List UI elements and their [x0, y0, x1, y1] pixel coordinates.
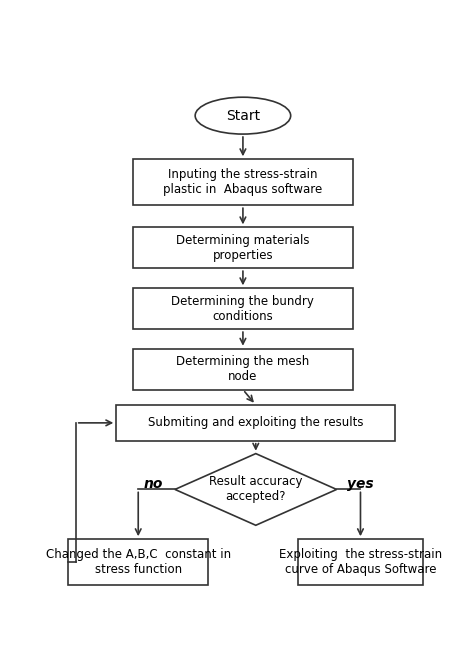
Bar	[133, 159, 353, 205]
Text: yes: yes	[347, 477, 374, 491]
Text: Submiting and exploiting the results: Submiting and exploiting the results	[148, 416, 364, 430]
Bar	[298, 539, 423, 585]
Bar	[133, 227, 353, 268]
Text: Result accuracy
accepted?: Result accuracy accepted?	[209, 475, 302, 503]
Text: Exploiting  the stress-strain
curve of Abaqus Software: Exploiting the stress-strain curve of Ab…	[279, 548, 442, 576]
Polygon shape	[175, 454, 337, 525]
Ellipse shape	[195, 97, 291, 134]
Text: Inputing the stress-strain
plastic in  Abaqus software: Inputing the stress-strain plastic in Ab…	[164, 168, 322, 196]
Text: Determining materials
properties: Determining materials properties	[176, 234, 310, 262]
Text: Start: Start	[226, 108, 260, 122]
Bar	[68, 539, 208, 585]
Text: Determining the mesh
node: Determining the mesh node	[176, 355, 310, 383]
Text: no: no	[143, 477, 163, 491]
Bar	[133, 348, 353, 390]
Bar	[133, 288, 353, 329]
Text: Changed the A,B,C  constant in
stress function: Changed the A,B,C constant in stress fun…	[46, 548, 231, 576]
Text: Determining the bundry
conditions: Determining the bundry conditions	[172, 295, 314, 323]
Bar	[116, 405, 395, 441]
